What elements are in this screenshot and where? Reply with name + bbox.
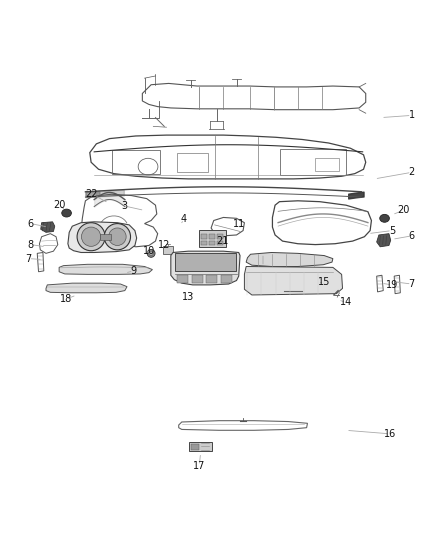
- Text: 14: 14: [340, 297, 352, 308]
- Bar: [199, 230, 226, 247]
- Polygon shape: [68, 222, 137, 253]
- Ellipse shape: [380, 214, 389, 222]
- Circle shape: [147, 249, 155, 257]
- Text: 7: 7: [409, 279, 415, 289]
- Bar: [206, 275, 217, 282]
- Polygon shape: [46, 283, 127, 293]
- Polygon shape: [41, 222, 55, 232]
- Text: 20: 20: [397, 205, 409, 215]
- Bar: [201, 234, 207, 239]
- Circle shape: [149, 251, 153, 255]
- Text: 20: 20: [53, 200, 65, 210]
- Polygon shape: [246, 253, 333, 266]
- Bar: [192, 275, 203, 282]
- Circle shape: [81, 227, 101, 246]
- Polygon shape: [171, 251, 240, 285]
- Text: 3: 3: [122, 201, 128, 211]
- Polygon shape: [59, 264, 152, 274]
- Circle shape: [77, 223, 105, 251]
- Bar: [217, 241, 223, 246]
- Text: 7: 7: [25, 254, 32, 264]
- Text: 1: 1: [409, 110, 415, 120]
- Text: 15: 15: [318, 277, 330, 287]
- Text: 8: 8: [28, 240, 34, 249]
- Bar: [221, 275, 232, 282]
- Text: 22: 22: [86, 189, 98, 199]
- Bar: [191, 444, 199, 450]
- Text: 16: 16: [384, 429, 396, 439]
- Text: 4: 4: [181, 214, 187, 224]
- Bar: [315, 158, 339, 171]
- Text: 6: 6: [409, 231, 415, 241]
- Polygon shape: [377, 233, 391, 247]
- Text: 12: 12: [158, 240, 170, 251]
- Text: 19: 19: [386, 280, 398, 290]
- Text: 21: 21: [216, 236, 229, 246]
- Bar: [177, 152, 208, 172]
- Text: 6: 6: [28, 219, 34, 229]
- Text: 2: 2: [409, 167, 415, 177]
- Bar: [201, 241, 207, 246]
- Text: 17: 17: [193, 461, 205, 471]
- Ellipse shape: [62, 209, 71, 217]
- Bar: [217, 234, 223, 239]
- Text: 18: 18: [60, 294, 72, 304]
- Bar: [175, 253, 236, 271]
- Text: 11: 11: [233, 219, 245, 229]
- Bar: [209, 241, 215, 246]
- Bar: [112, 150, 160, 174]
- Text: 10: 10: [143, 246, 155, 256]
- Text: 5: 5: [389, 225, 395, 236]
- Polygon shape: [244, 266, 343, 295]
- Text: 9: 9: [131, 266, 137, 276]
- Bar: [100, 234, 111, 240]
- Circle shape: [109, 228, 126, 246]
- Bar: [209, 234, 215, 239]
- Bar: [280, 149, 346, 175]
- Bar: [163, 246, 173, 254]
- Text: 13: 13: [182, 292, 194, 302]
- Circle shape: [104, 223, 131, 250]
- Bar: [189, 442, 212, 451]
- Bar: [177, 275, 188, 282]
